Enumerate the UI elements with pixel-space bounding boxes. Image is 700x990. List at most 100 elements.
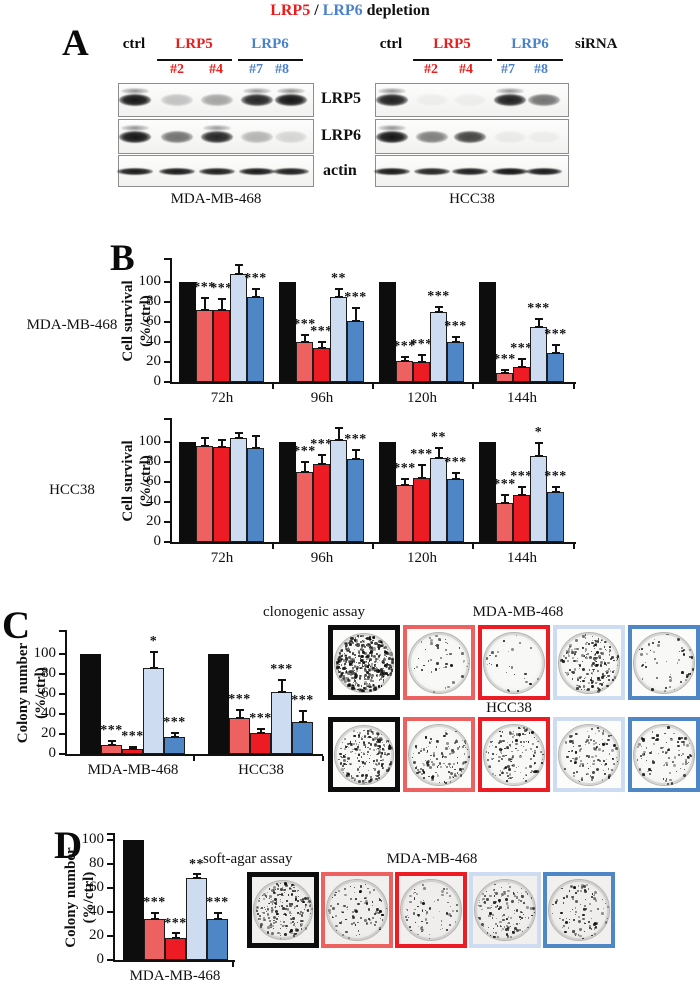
colony-dot — [337, 889, 340, 892]
colony-dot — [496, 904, 499, 907]
colony-dot — [427, 660, 430, 662]
colony-dot — [352, 659, 355, 662]
error-bar — [301, 711, 304, 722]
colony-dot — [596, 670, 600, 673]
colony-dot — [388, 665, 392, 668]
colony-dot — [491, 914, 494, 917]
bar — [347, 321, 364, 382]
colony-dot — [370, 650, 373, 654]
colony-dot — [348, 659, 352, 663]
blot-box-lrp5 — [375, 83, 569, 117]
colony-dot — [350, 671, 355, 675]
error-bar-cap — [217, 297, 226, 300]
colony-dot — [378, 679, 381, 682]
lane-header-ctrl: ctrl — [379, 36, 403, 52]
colony-dot — [387, 657, 391, 660]
colony-dot — [502, 918, 505, 922]
colony-dot — [361, 751, 363, 753]
colony-dot — [279, 905, 281, 907]
colony-dot — [382, 670, 386, 674]
bar — [313, 348, 330, 382]
y-tick-label: 60 — [146, 313, 161, 329]
colony-dot — [507, 689, 510, 692]
colony-dot — [601, 676, 604, 679]
colony-dot — [459, 746, 461, 748]
colony-dot — [291, 930, 293, 933]
colony-dot — [414, 745, 418, 748]
colony-dot — [582, 635, 586, 638]
colony-dot — [376, 748, 378, 750]
y-tick-label: 80 — [89, 855, 104, 871]
colony-dot — [499, 750, 503, 754]
error-bar — [220, 299, 223, 310]
colony-dot — [413, 667, 416, 670]
colony-dot — [433, 916, 435, 918]
colony-dot — [351, 684, 355, 688]
colony-dot — [586, 730, 588, 732]
colony-dot — [523, 677, 525, 679]
colony-dot — [374, 920, 378, 923]
y-tick — [164, 301, 170, 303]
colony-dot — [434, 644, 436, 647]
colony-dot — [500, 735, 503, 738]
colony-dot — [343, 665, 345, 667]
colony-dot — [350, 674, 352, 676]
bar — [247, 448, 264, 542]
colony-dot — [367, 769, 370, 771]
colony-dot — [355, 748, 358, 752]
colony-dot — [353, 669, 356, 672]
colony-dot — [448, 753, 451, 755]
colony-dot — [351, 669, 355, 672]
colony-dot — [600, 683, 604, 686]
colony-dot — [258, 897, 261, 899]
colony-dot — [595, 660, 597, 662]
error-bar-cap — [334, 287, 343, 290]
colony-dot — [339, 659, 343, 662]
colony-dot — [515, 766, 518, 769]
culture-dish — [247, 872, 319, 948]
colony-dot — [458, 773, 460, 775]
colony-dot — [289, 929, 293, 933]
bar — [292, 722, 313, 754]
colony-dot — [356, 747, 360, 750]
colony-dot — [582, 885, 586, 888]
colony-dot — [512, 763, 516, 767]
colony-dot — [507, 775, 509, 777]
colony-dot — [521, 893, 523, 895]
colony-dot — [438, 781, 440, 783]
colony-dot — [361, 663, 364, 666]
colony-dot — [578, 745, 581, 748]
error-bar-base-cap — [400, 360, 409, 362]
colony-dot — [615, 660, 617, 661]
colony-dot — [352, 921, 356, 924]
error-bar-cap — [434, 446, 443, 449]
colony-dot — [533, 751, 536, 754]
bar — [123, 840, 144, 960]
blot-band-upper — [243, 88, 271, 94]
colony-dot — [571, 908, 573, 910]
colony-dot — [464, 746, 467, 749]
dish-plate-circle — [558, 723, 620, 786]
colony-dot — [355, 637, 357, 639]
colony-dot — [381, 752, 383, 754]
significance-stars: *** — [121, 729, 144, 744]
colony-dot — [421, 928, 425, 932]
colony-dot — [381, 762, 385, 766]
colony-dot — [594, 664, 595, 666]
colony-dot — [365, 644, 368, 646]
colony-dot — [259, 925, 263, 928]
colony-dot — [612, 762, 615, 765]
colony-dot — [536, 741, 539, 743]
colony-dot — [421, 769, 425, 772]
colony-dot — [268, 919, 271, 922]
colony-dot — [430, 671, 433, 673]
colony-dot — [344, 660, 347, 663]
y-tick-label: 60 — [89, 879, 104, 895]
colony-dot — [347, 937, 350, 940]
colony-dot — [614, 746, 618, 750]
colony-dot — [603, 658, 605, 660]
colony-dot — [584, 741, 587, 744]
colony-dot — [513, 929, 515, 931]
colony-dot — [576, 687, 579, 690]
colony-dot — [409, 900, 412, 904]
